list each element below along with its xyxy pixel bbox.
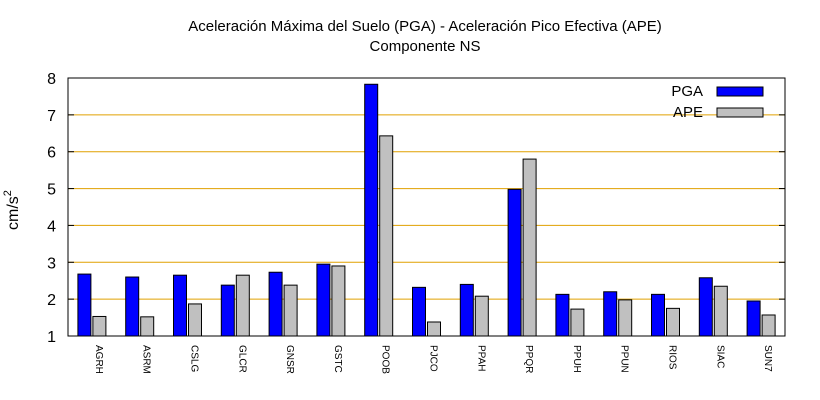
bar-ape-ppah <box>474 295 489 337</box>
bar-pga-poob <box>364 83 379 337</box>
y-tick-label: 3 <box>47 255 56 272</box>
y-axis-ticks: 1 2 3 4 5 6 7 8 <box>47 71 785 346</box>
bar-ape-ppqr <box>522 158 537 337</box>
x-tick-label: PPQR <box>523 345 534 373</box>
bar-ape-cslg <box>188 303 202 337</box>
bar-ape-gnsr <box>283 284 298 337</box>
bar-pga-pjco <box>412 286 426 337</box>
bar-pga-ppun <box>603 291 618 337</box>
bar-ape-ppuh <box>570 308 585 337</box>
bar-ape-asrm <box>140 316 155 337</box>
bar-ape-poob <box>379 135 394 337</box>
x-tick-label: SIAC <box>714 345 725 368</box>
x-axis-ticks: AGRH ASRM CSLG GLCR GNSR GSTC POOB PJCO PPAH PPQR… <box>93 345 773 374</box>
bar-pga-gnsr <box>268 271 283 337</box>
x-tick-label: PJCO <box>428 345 439 372</box>
y-tick-label: 1 <box>47 329 56 346</box>
bar-ape-agrh <box>92 315 107 337</box>
y-tick-label: 4 <box>47 218 56 235</box>
bar-ape-siac <box>713 285 728 337</box>
grid-lines <box>68 114 785 300</box>
y-tick-label: 7 <box>47 108 56 125</box>
bar-pga-gstc <box>316 263 331 337</box>
y-axis-label: cm/s2 <box>2 190 22 230</box>
bar-pga-siac <box>698 277 713 337</box>
bar-pga-agrh <box>77 273 92 337</box>
plot-frame <box>67 77 786 337</box>
y-tick-label: 6 <box>47 145 56 162</box>
x-tick-label: SUN7 <box>762 345 773 372</box>
bar-ape-pjco <box>427 321 441 337</box>
bar-pga-ppah <box>459 283 474 337</box>
bar-pga-ppqr <box>507 188 522 337</box>
legend-label-pga: PGA <box>671 83 703 100</box>
legend-label-ape: APE <box>673 104 703 121</box>
bar-pga-rios <box>651 293 665 337</box>
x-tick-label: ASRM <box>141 345 152 374</box>
x-tick-label: POOB <box>380 345 391 374</box>
bar-pga-asrm <box>125 276 140 337</box>
bar-ape-rios <box>666 307 680 337</box>
bars <box>77 83 776 337</box>
bar-ape-gstc <box>331 265 346 337</box>
chart-title: Aceleración Máxima del Suelo (PGA) - Ace… <box>188 18 662 35</box>
x-tick-label: GSTC <box>332 345 343 373</box>
y-tick-label: 2 <box>47 292 56 309</box>
bar-ape-ppun <box>618 299 633 337</box>
x-tick-label: AGRH <box>93 345 104 374</box>
x-tick-label: GLCR <box>236 345 247 373</box>
y-tick-label: 5 <box>47 182 56 199</box>
legend-swatch-ape <box>716 107 764 118</box>
x-tick-label: PPAH <box>475 345 486 372</box>
legend: PGA APE <box>671 83 764 121</box>
x-tick-label: GNSR <box>284 345 295 374</box>
bar-ape-glcr <box>235 274 250 337</box>
x-tick-label: CSLG <box>189 345 200 372</box>
bar-pga-sun7 <box>746 300 761 337</box>
bar-ape-sun7 <box>761 314 776 337</box>
y-axis-label-exponent: 2 <box>2 190 14 196</box>
bar-pga-ppuh <box>555 293 570 337</box>
x-tick-label: PPUN <box>619 345 630 373</box>
x-tick-label: PPUH <box>571 345 582 373</box>
y-tick-label: 8 <box>47 71 56 88</box>
chart-subtitle: Componente NS <box>370 38 481 55</box>
legend-swatch-pga <box>716 86 764 97</box>
bar-pga-glcr <box>220 284 235 337</box>
y-axis-label-base: cm/s <box>5 196 22 230</box>
x-tick-label: RIOS <box>667 345 678 370</box>
bar-pga-cslg <box>173 274 187 337</box>
